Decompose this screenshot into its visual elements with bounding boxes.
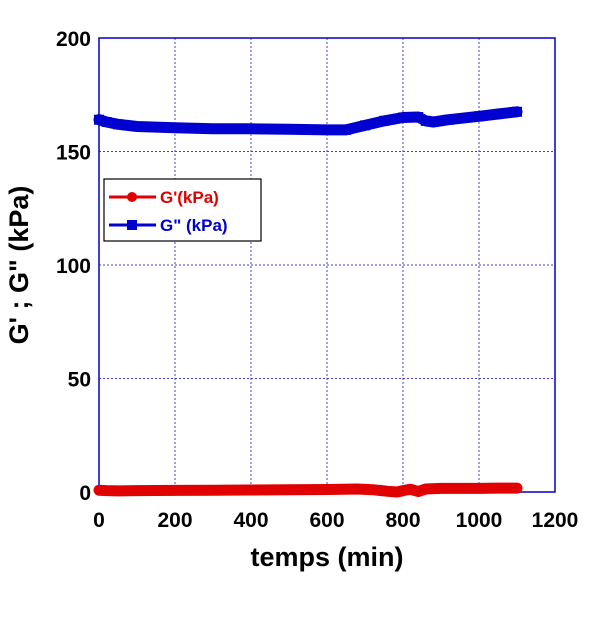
series-1-point [420, 484, 431, 495]
legend-swatch-marker [127, 192, 137, 202]
y-tick-label: 100 [56, 255, 91, 278]
x-tick-label: 600 [309, 509, 344, 532]
legend: G'(kPa) G" (kPa) [103, 178, 262, 242]
y-tick-label: 50 [68, 369, 91, 392]
series-2-point [132, 121, 142, 132]
series-layer [93, 106, 523, 498]
series-1-point [352, 484, 363, 495]
series-2-point [284, 124, 294, 135]
series-1-point [405, 484, 416, 495]
series-1-point [512, 483, 522, 494]
series-1-point [94, 485, 104, 496]
series-2-point [341, 124, 351, 135]
x-tick-label: 200 [157, 509, 192, 532]
series-1-point [474, 483, 484, 494]
legend-label: G'(kPa) [160, 188, 219, 207]
series-2-point [398, 112, 408, 123]
series-1-point [132, 485, 142, 496]
x-tick-label: 0 [93, 509, 105, 532]
series-1-point [113, 485, 123, 496]
series-2-point [101, 116, 112, 127]
series-2-point [246, 123, 256, 134]
x-tick-label: 800 [385, 509, 420, 532]
legend-box [103, 178, 262, 242]
series-2-point [94, 114, 104, 125]
series-1-point [493, 483, 503, 494]
series-2-point [493, 109, 503, 120]
series-2-point [322, 124, 332, 135]
series-1-point [413, 486, 424, 497]
x-tick-label: 400 [233, 509, 268, 532]
series-2-point [413, 111, 424, 122]
series-2-point [170, 122, 180, 133]
series-1-point [382, 486, 393, 497]
series-2-point [360, 120, 370, 131]
y-axis-title: G' ; G" (kPa) [4, 186, 34, 345]
series-1-point [208, 485, 218, 496]
series-2-point [420, 115, 431, 126]
tick-labels: 0 200 400 600 800 1000 1200 0 50 100 150 200 [56, 28, 578, 532]
series-1-point [246, 484, 256, 495]
series-line-1 [93, 482, 523, 498]
legend-swatch-marker [127, 220, 137, 230]
series-1-point [367, 484, 378, 495]
series-line-2 [93, 106, 523, 136]
series-1-point [170, 485, 180, 496]
series-2-point [443, 114, 454, 125]
series-2-point [428, 116, 439, 127]
series-1-point [436, 483, 446, 494]
series-2-point [474, 111, 484, 122]
series-1-point [398, 485, 408, 496]
series-2-point [113, 119, 123, 130]
grid [99, 38, 555, 492]
series-1-point [101, 485, 112, 496]
x-axis-title: temps (min) [250, 542, 403, 572]
x-tick-label: 1000 [456, 509, 503, 532]
series-1-point [284, 484, 294, 495]
x-tick-label: 1200 [532, 509, 579, 532]
y-tick-label: 0 [79, 482, 91, 505]
series-1-point [322, 484, 332, 495]
y-tick-label: 150 [56, 142, 91, 165]
legend-label: G" (kPa) [160, 216, 228, 235]
series-2-point [512, 106, 522, 117]
series-2-point [379, 115, 389, 126]
series-2-point [208, 123, 218, 134]
series-1-point [455, 483, 465, 494]
y-tick-label: 200 [56, 28, 91, 51]
